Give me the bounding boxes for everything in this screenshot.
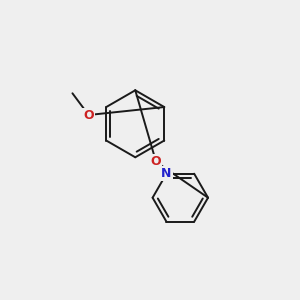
Text: O: O [151, 155, 161, 168]
Text: O: O [83, 109, 94, 122]
Text: N: N [161, 167, 172, 180]
